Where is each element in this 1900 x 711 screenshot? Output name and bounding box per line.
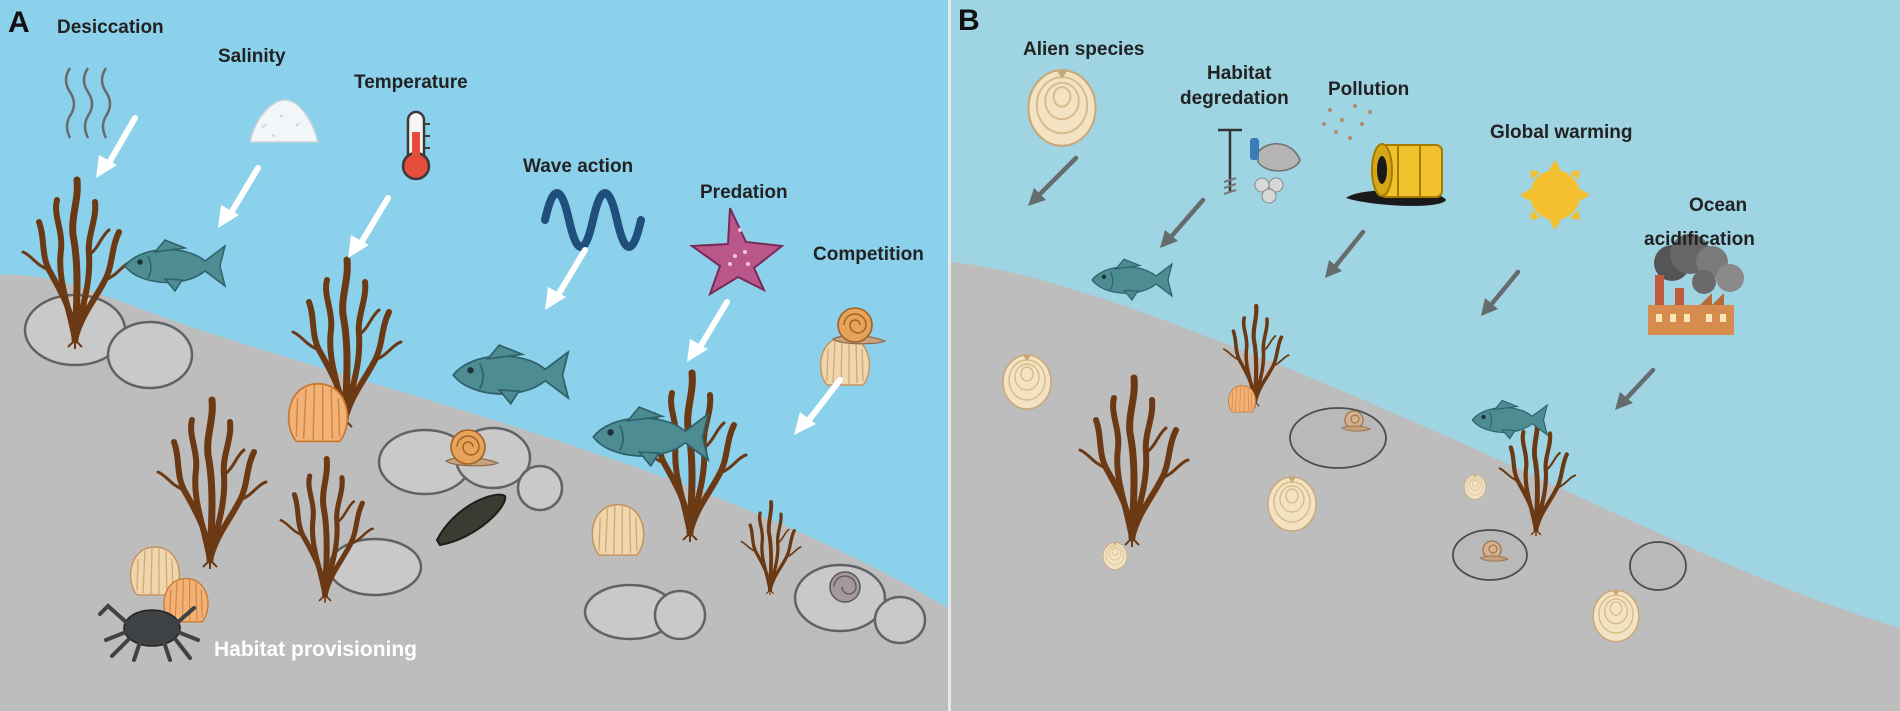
stressor-label-ocean-line2: acidification [1644, 229, 1755, 250]
salt-pile-icon [249, 99, 319, 143]
arrow [1325, 229, 1366, 278]
cockle-shell-icon [287, 382, 349, 443]
stressor-label-habitat-line2: degredation [1180, 88, 1289, 109]
stressor-label-pollution: Pollution [1328, 79, 1409, 100]
alien-shell-icon [1592, 589, 1640, 643]
panel-b: B Alien species Habitat degredation Poll… [951, 0, 1900, 711]
heat-waves-icon [64, 67, 112, 139]
arrow [96, 115, 138, 178]
stressor-label-wave-action: Wave action [523, 156, 633, 177]
seabed-a [0, 274, 948, 711]
stressor-label-ocean-line1: Ocean [1689, 195, 1747, 216]
arrow [1615, 367, 1656, 410]
stressor-label-temperature: Temperature [354, 72, 468, 93]
periwinkle-icon [829, 571, 861, 603]
rock [873, 595, 927, 645]
arrow [687, 299, 730, 362]
arrow [1160, 197, 1206, 248]
panel-letter-b: B [958, 4, 980, 37]
dredge-tool-icon [1218, 128, 1301, 204]
seabed-b [951, 262, 1900, 711]
oil-barrel-icon [1322, 104, 1446, 206]
rock [516, 464, 564, 512]
arrow [1028, 155, 1079, 206]
wave-icon [541, 189, 645, 251]
stressor-label-global-warming: Global warming [1490, 122, 1633, 143]
stressor-label-salinity: Salinity [218, 46, 286, 67]
arrow [348, 195, 391, 258]
rock [1289, 407, 1387, 469]
cockle-shell-icon [1228, 385, 1256, 413]
starfish-icon [689, 207, 785, 297]
alien-shell-icon [1267, 476, 1317, 532]
arrow [545, 247, 588, 310]
rock [106, 320, 194, 390]
stressor-label-alien-species: Alien species [1023, 39, 1144, 60]
rock [653, 589, 707, 641]
cockle-shell-icon [591, 503, 645, 556]
alien-shell-icon [1102, 542, 1128, 570]
stressor-label-predation: Predation [700, 182, 788, 203]
alien-shell-icon [1002, 354, 1052, 410]
panel-letter-a: A [8, 6, 30, 39]
arrow [794, 377, 843, 435]
stressor-arrows-b [1028, 155, 1656, 410]
arrow [218, 165, 261, 228]
rock [327, 537, 423, 597]
stressor-arrows-a [96, 115, 843, 435]
mussel-icon [435, 493, 507, 547]
rock [1629, 541, 1687, 591]
panel-a: A Desiccation Salinity Temperature Wave … [0, 0, 948, 711]
sun-icon [1520, 160, 1590, 230]
arrow [1481, 269, 1521, 316]
alien-shell-icon [1463, 474, 1487, 500]
crab-icon [98, 603, 200, 662]
factory-icon [1648, 234, 1744, 335]
stressor-label-competition: Competition [813, 244, 924, 265]
stressor-label-desiccation: Desiccation [57, 17, 164, 38]
stressor-label-habitat-line1: Habitat [1207, 63, 1272, 84]
alien-shell-icon [1027, 69, 1097, 147]
function-label-habitat-provisioning: Habitat provisioning [214, 638, 417, 661]
thermometer-icon [401, 110, 431, 181]
